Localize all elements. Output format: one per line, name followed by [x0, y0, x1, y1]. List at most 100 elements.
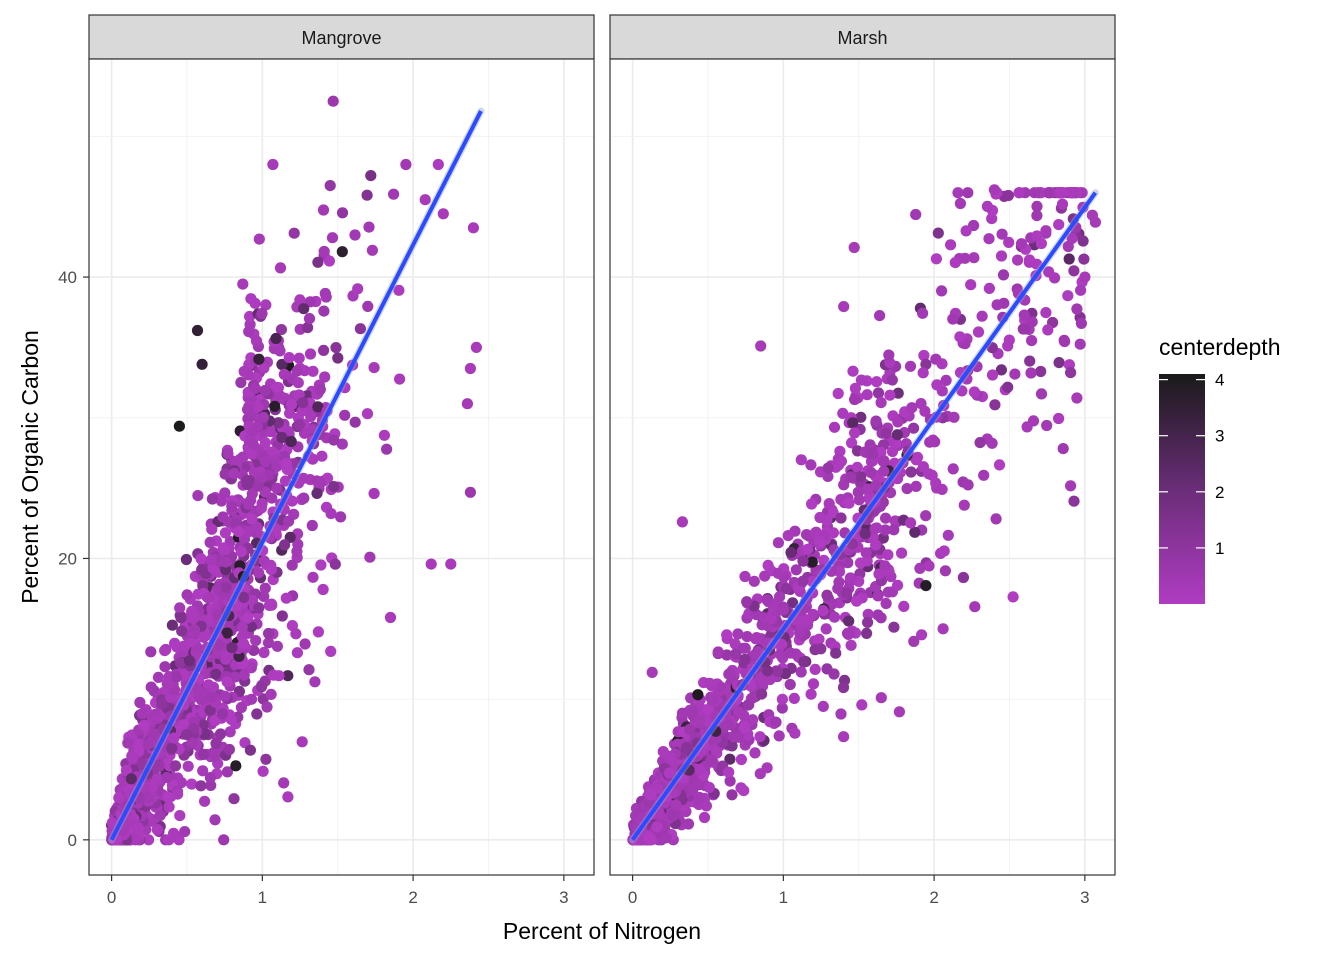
legend: centerdepth 4 3 2 1 — [1159, 334, 1280, 604]
data-point — [867, 448, 879, 460]
data-point — [199, 795, 211, 807]
data-point — [262, 637, 275, 649]
data-point — [772, 567, 784, 579]
data-point — [954, 197, 967, 210]
data-point — [645, 789, 657, 801]
highlight-point — [464, 362, 476, 375]
y-axis: 0 20 40 — [58, 268, 89, 850]
data-point — [293, 418, 305, 431]
legend-label: 4 — [1215, 371, 1224, 390]
data-point — [772, 537, 785, 549]
data-point — [715, 681, 727, 693]
data-point — [181, 589, 193, 601]
x-tick-label: 0 — [628, 888, 637, 907]
data-point — [278, 777, 290, 789]
data-point — [986, 369, 999, 381]
data-point — [898, 600, 910, 613]
data-point — [724, 775, 736, 787]
data-point — [328, 434, 340, 446]
data-point — [878, 455, 890, 467]
highlight-point — [324, 180, 336, 192]
legend-label: 1 — [1215, 539, 1224, 558]
data-point — [797, 575, 809, 587]
data-point — [828, 421, 841, 433]
data-point — [183, 655, 196, 667]
data-point — [879, 524, 891, 536]
data-point — [249, 297, 261, 309]
data-point — [724, 753, 736, 765]
data-point — [138, 719, 150, 732]
data-point — [261, 701, 273, 713]
x-tick-label: 3 — [559, 888, 568, 907]
data-point — [1019, 323, 1031, 335]
data-point — [166, 619, 178, 631]
data-point — [332, 352, 344, 364]
data-point — [1071, 392, 1083, 404]
data-point — [1041, 419, 1053, 432]
data-point — [307, 571, 319, 583]
data-point — [1040, 225, 1052, 237]
data-point — [797, 555, 809, 567]
data-point — [909, 526, 921, 538]
y-tick-label: 0 — [68, 831, 77, 850]
data-point — [228, 793, 240, 805]
data-point — [828, 611, 841, 623]
data-point — [764, 673, 776, 686]
data-point — [855, 374, 868, 386]
data-point — [820, 623, 832, 635]
data-point — [205, 554, 217, 566]
data-point — [1042, 324, 1054, 336]
data-point — [168, 827, 180, 839]
data-point — [843, 497, 855, 509]
data-point — [947, 463, 959, 475]
data-point — [862, 616, 874, 629]
fit-line-marsh-group — [629, 189, 1099, 844]
data-point — [226, 500, 238, 512]
data-point — [307, 365, 319, 377]
data-point — [271, 482, 283, 494]
data-point — [1071, 303, 1083, 315]
data-point — [1056, 198, 1069, 210]
data-point — [778, 604, 790, 616]
data-point — [325, 645, 337, 658]
fit-line — [109, 110, 483, 841]
highlight-point — [437, 208, 449, 220]
data-point — [870, 539, 882, 551]
data-point — [733, 731, 745, 743]
data-point — [204, 704, 216, 716]
data-point — [936, 285, 948, 297]
data-point — [1012, 254, 1024, 266]
data-point — [256, 307, 268, 320]
data-point — [125, 773, 137, 785]
data-point — [195, 553, 207, 565]
data-point — [280, 592, 292, 604]
data-point — [770, 716, 782, 728]
data-point — [872, 590, 884, 602]
data-point — [250, 635, 262, 647]
data-point — [1002, 381, 1014, 393]
data-point — [932, 227, 944, 239]
data-point — [1040, 307, 1052, 319]
data-point — [177, 641, 189, 653]
data-point — [920, 358, 932, 370]
data-point — [870, 415, 882, 427]
data-point — [349, 229, 361, 241]
data-point — [986, 213, 998, 225]
data-point — [250, 335, 263, 347]
data-point — [258, 646, 270, 659]
data-point — [339, 409, 351, 421]
data-point — [739, 570, 751, 583]
data-point — [855, 471, 867, 483]
data-point — [1043, 266, 1055, 278]
data-point — [754, 768, 766, 780]
data-point — [210, 737, 222, 750]
data-point — [947, 313, 959, 325]
data-point — [917, 307, 929, 319]
data-point — [856, 699, 868, 711]
data-point — [942, 529, 954, 541]
data-point — [394, 373, 406, 385]
data-point — [175, 612, 187, 624]
data-point — [983, 233, 995, 245]
data-point — [722, 719, 735, 731]
data-point — [175, 777, 187, 789]
